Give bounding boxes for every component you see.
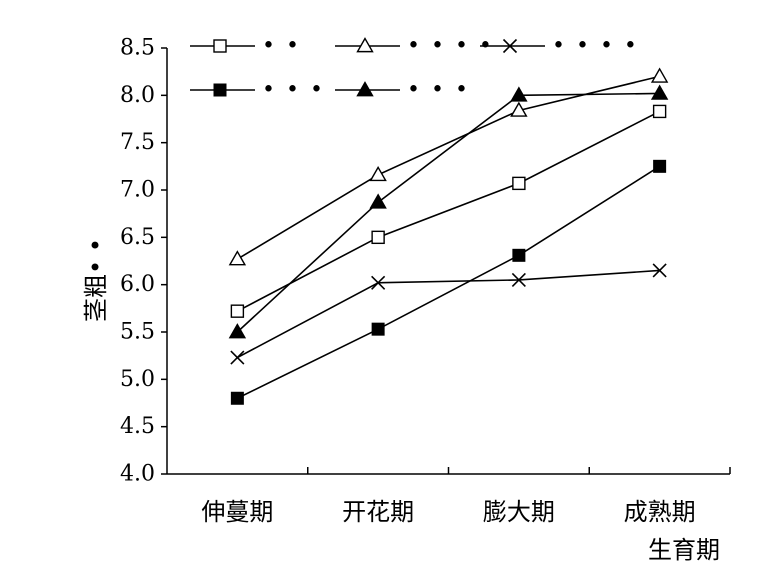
y-tick-label: 7.0 [120,178,155,203]
data-point-series-1 [512,176,526,191]
series-line-5 [236,92,660,333]
data-point-series-3 [371,275,386,290]
y-tick-label: 6.5 [120,225,155,250]
legend-marker [356,81,374,97]
x-category-label: 成熟期 [624,498,696,526]
y-tick-label: 4.5 [120,414,155,439]
x-axis-title: 生育期 [648,536,720,564]
x-category-label: 膨大期 [483,498,555,526]
series-line-2 [236,75,660,260]
data-point-series-2 [650,67,669,83]
legend-label: • • • [407,78,470,103]
data-point-series-1 [371,230,385,245]
legend-label: • • • [262,78,325,103]
marker-stroke [511,272,526,287]
axes: 4.0 4.5 5.0 5.5 6.0 6.5 7.0 7.5 8.0 8.5 伸蔓期 开花期 膨大期 成… [120,36,731,526]
legend-item-3: • • • • [480,34,639,59]
y-tick-label: 8.5 [120,36,155,61]
data-point-series-4 [653,159,667,173]
data-point-series-5 [650,84,669,100]
y-axis-title-text: 茎粗• • [82,238,110,322]
series-line-4 [237,165,661,399]
y-tick-label: 5.5 [120,320,155,345]
legend-item-1: • • [190,34,301,59]
y-axis-title: 茎粗• • [82,238,110,322]
data-point-series-2 [369,165,387,182]
y-tick-label: 8.0 [120,83,155,108]
marker-stroke [371,275,386,290]
y-tick-label: 5.0 [120,367,155,392]
data-point-series-2 [228,250,247,266]
x-category-label: 伸蔓期 [201,498,273,526]
marker-stroke [652,263,667,278]
y-tick-label: 6.0 [120,272,155,297]
data-point-series-5 [228,323,247,339]
data-point-series-4 [230,391,244,405]
data-point-series-1 [230,304,245,318]
data-point-series-5 [510,86,528,102]
legend-label: • • [262,34,301,59]
legend-item-5: • • • [335,78,470,103]
legend-marker [213,83,227,97]
legend-item-2: • • • • [335,34,494,59]
data-point-series-2 [510,101,528,117]
data-point-series-3 [511,272,526,287]
legend-label: • • • • [407,34,494,59]
legend: • • • • • • • • • • • • • • • • [190,34,639,103]
series-line-1 [237,110,660,312]
data-point-series-3 [230,350,245,365]
y-tick-label: 7.5 [120,130,155,155]
legend-label: • • • • [552,34,639,59]
marker-stroke [230,350,245,365]
x-category-label: 开花期 [342,498,414,526]
series-line-3 [236,269,660,359]
data-point-series-3 [652,263,667,278]
data-point-series-1 [652,104,667,119]
legend-marker [213,39,227,53]
legend-marker [356,37,374,53]
y-tick-label: 4.0 [120,462,155,487]
series-layer [228,67,669,405]
legend-item-4: • • • [190,78,325,103]
data-point-series-4 [512,248,526,262]
data-point-series-4 [371,322,385,336]
marker-stroke [502,38,518,54]
legend-marker [502,38,518,54]
data-point-series-5 [369,193,387,209]
